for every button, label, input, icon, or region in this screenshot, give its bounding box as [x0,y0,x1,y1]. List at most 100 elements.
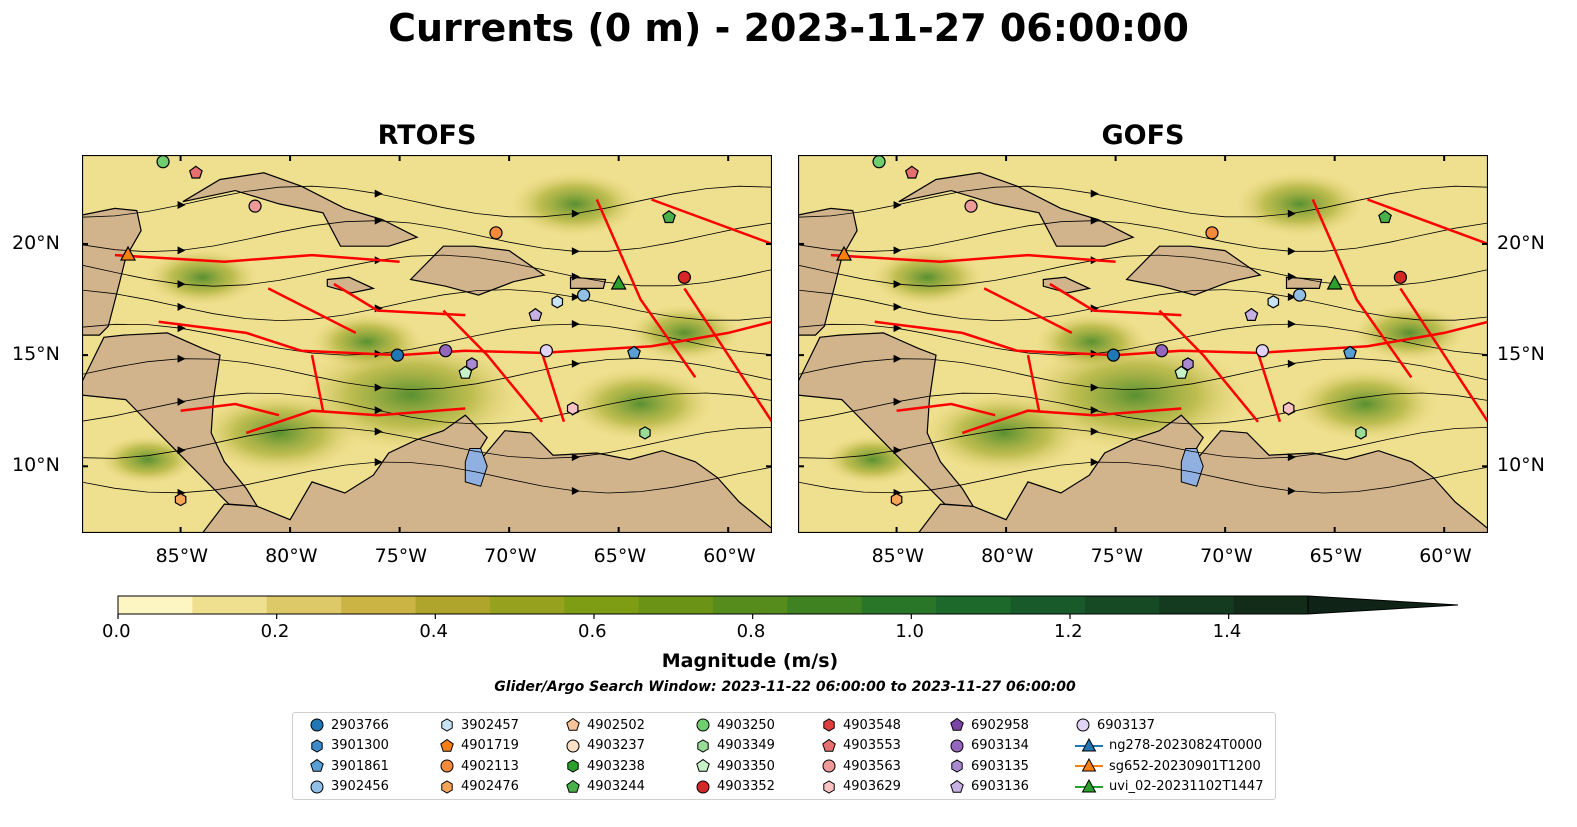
legend-item[interactable]: 4903238 [565,756,645,776]
observation-marker-4903553[interactable] [188,165,203,179]
observation-marker-3902456[interactable] [1293,288,1307,302]
observation-marker-4903553[interactable] [904,165,919,179]
legend-marker-circle [822,759,836,773]
legend-marker-pentagon [566,779,580,793]
legend-item[interactable]: 4903349 [695,736,775,756]
colorbar-label: Magnitude (m/s) [661,650,839,672]
observation-marker-4903244[interactable] [662,210,676,224]
streamline-arrow [177,302,186,311]
boundary-line [333,282,466,317]
legend-item[interactable]: 4902476 [439,777,519,797]
colorbar-segment [341,596,416,614]
legend-item[interactable]: 3902456 [309,777,389,797]
legend-item[interactable]: uvi_02-20231102T1447 [1075,777,1263,797]
legend-item[interactable]: 4903350 [695,756,775,776]
observation-marker-6903135[interactable] [1182,357,1194,371]
observation-marker-4903250[interactable] [872,155,886,169]
legend-item[interactable]: 2903766 [309,715,389,735]
observation-marker-sg652-20230901T1200[interactable] [835,245,853,261]
observation-marker-4903352[interactable] [1393,270,1407,284]
legend-item[interactable]: 4903548 [821,715,901,735]
observation-marker-6903135[interactable] [466,357,478,371]
observation-marker-6903134[interactable] [1155,344,1169,358]
current-speed-patch [510,171,639,236]
observation-marker-4903350[interactable] [458,365,473,379]
legend-symbol [310,718,324,732]
legend-item[interactable]: 4903237 [565,736,645,756]
legend-item[interactable]: 6902958 [949,715,1029,735]
observation-marker-6903134[interactable] [439,344,453,358]
legend-label: 4902113 [461,758,519,774]
observation-marker-3902457[interactable] [1267,295,1280,309]
observation-marker-4903349[interactable] [1355,426,1367,440]
legend-marker-circle [950,739,964,752]
legend-item[interactable]: 4903563 [821,756,901,776]
legend-marker-hexagon [441,718,453,732]
observation-marker-6903136[interactable] [528,307,543,321]
streamline-arrow [1090,189,1099,198]
observation-marker-4903349[interactable] [639,426,651,440]
observation-marker-4903629[interactable] [1282,401,1295,416]
boundary-line [180,402,280,417]
observation-marker-4903629[interactable] [566,401,579,416]
observation-marker-4903350[interactable] [1174,365,1189,379]
boundary-line [874,320,1488,357]
legend-item[interactable]: 4903352 [695,777,775,797]
legend-label: 6903137 [1097,717,1155,733]
observation-marker-2903766[interactable] [1106,348,1121,362]
legend-item[interactable]: 6903134 [949,736,1029,756]
boundary-line [1158,309,1259,423]
legend-item[interactable]: 6903136 [949,777,1029,797]
land-polygon [82,332,259,507]
legend-item[interactable]: 6903137 [1075,715,1155,735]
observation-marker-uvi_02-20231102T1447[interactable] [610,274,627,290]
observation-marker-4903250[interactable] [156,155,170,169]
colorbar-segment [1233,596,1309,614]
legend-item[interactable]: 6903135 [949,756,1029,776]
streamline-arrow [571,272,580,281]
observation-marker-4903563[interactable] [248,199,262,213]
observation-marker-6903137[interactable] [1255,344,1269,358]
boundary-line [540,352,566,423]
legend-item[interactable]: 3901861 [309,756,389,776]
observation-marker-uvi_02-20231102T1447[interactable] [1326,274,1343,290]
legend-item[interactable]: 4902113 [439,756,519,776]
observation-marker-3902457[interactable] [551,295,564,309]
observation-marker-3902456[interactable] [577,288,591,302]
legend-item[interactable]: 4903553 [821,736,901,756]
legend-item[interactable]: 3902457 [439,715,519,735]
legend-item[interactable]: 4901719 [439,736,519,756]
observation-marker-6903136[interactable] [1244,307,1259,321]
legend-item[interactable]: 4902502 [565,715,645,735]
observation-marker-4902476[interactable] [890,492,903,507]
observation-marker-3901861[interactable] [1343,345,1357,359]
legend-marker-hexagon [823,718,835,732]
observation-marker-3901861[interactable] [627,345,641,359]
legend-item[interactable]: 4903250 [695,715,775,735]
observation-marker-4903352[interactable] [677,270,691,284]
legend-item[interactable]: sg652-20230901T1200 [1075,756,1261,776]
land-polygon [1125,245,1262,296]
observation-marker-4903244[interactable] [1378,210,1392,224]
legend-item[interactable]: ng278-20230824T0000 [1075,736,1262,756]
streamline [798,220,1488,253]
observation-marker-4902113[interactable] [1205,226,1219,240]
map-frame [797,154,1489,534]
legend-label: 3902456 [331,779,389,794]
legend-symbol [566,779,580,793]
legend-item[interactable]: 4903629 [821,777,901,797]
observation-marker-4902113[interactable] [489,226,503,240]
map-frame [81,154,773,534]
legend-item[interactable]: 4903244 [565,777,645,797]
observation-marker-sg652-20230901T1200[interactable] [119,245,137,261]
colorbar-frame [117,595,1309,615]
legend-item[interactable]: 3901300 [309,736,389,756]
observation-marker-2903766[interactable] [390,348,405,362]
streamline [798,289,1488,322]
streamline [82,427,772,459]
observation-marker-4902476[interactable] [174,492,187,507]
observation-marker-4903563[interactable] [964,199,978,213]
streamline [798,461,1488,494]
observation-marker-6903137[interactable] [539,344,553,358]
colorbar-segment [489,596,565,614]
